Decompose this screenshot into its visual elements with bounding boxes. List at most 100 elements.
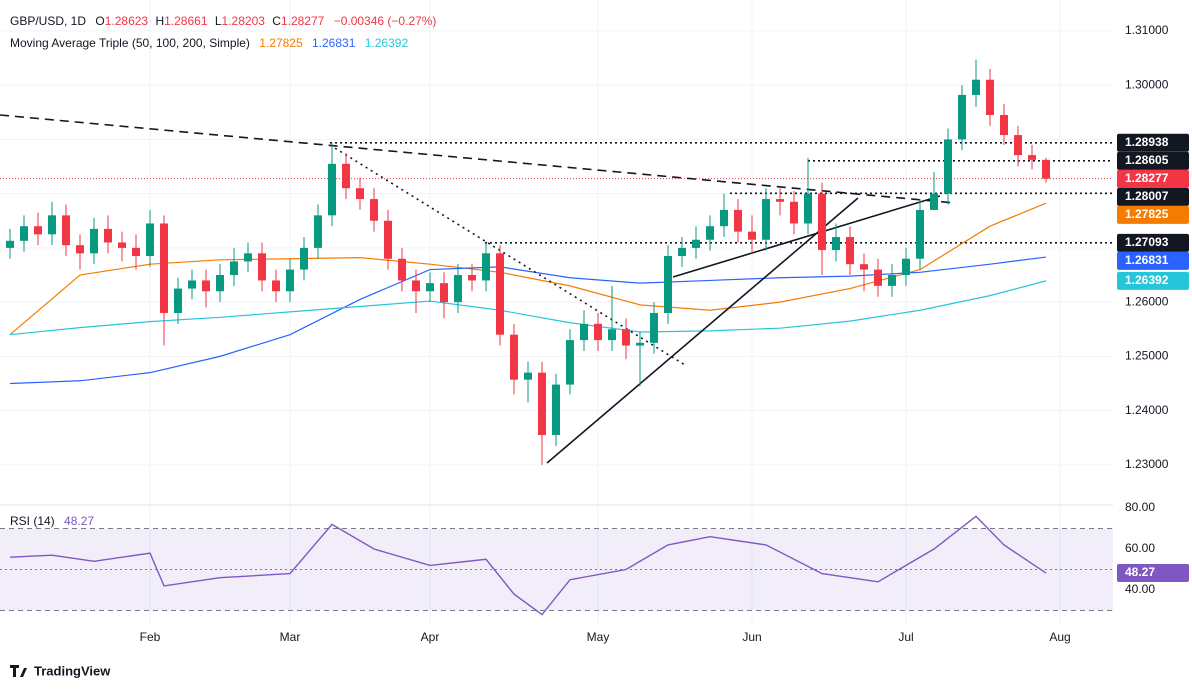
candle-body (76, 245, 84, 254)
header: GBP/USD, 1D O1.28623 H1.28661 L1.28203 C… (10, 14, 436, 28)
candle-body (664, 256, 672, 313)
candle-body (6, 240, 14, 248)
candle-body (216, 275, 224, 292)
x-tick-label: Jun (742, 630, 761, 644)
candle-body (356, 188, 364, 200)
candle-body (916, 209, 924, 259)
x-tick-label: May (587, 630, 610, 644)
candle-body (426, 283, 434, 292)
price-tag-label: 1.28007 (1125, 189, 1169, 203)
rsi (9, 515, 1047, 616)
levels (0, 141, 1113, 244)
candle-body (762, 199, 770, 240)
change: −0.00346 (−0.27%) (334, 14, 437, 28)
candle-body (230, 261, 238, 276)
candle-body (468, 275, 476, 281)
y-tick-label: 1.25000 (1125, 349, 1169, 363)
ma-legend: Moving Average Triple (50, 100, 200, Sim… (10, 36, 408, 50)
close-value: 1.28277 (281, 14, 325, 28)
candle-body (594, 323, 602, 341)
symbol: GBP/USD, 1D (10, 14, 86, 28)
logo-mark (10, 665, 27, 677)
h-label: H (155, 14, 164, 28)
candle-body (286, 269, 294, 292)
ma-value: 1.26831 (312, 36, 356, 50)
candle-body (328, 163, 336, 216)
candle-body (1000, 114, 1008, 136)
candle-body (118, 242, 126, 248)
price-tag (1117, 133, 1189, 152)
candle-body (566, 340, 574, 385)
price-tag-label: 1.26392 (1125, 273, 1169, 287)
ma-value: 1.26392 (365, 36, 409, 50)
candle-body (244, 253, 252, 262)
price-tag-label: 1.26831 (1125, 253, 1169, 267)
price-tag-label: 1.27825 (1125, 207, 1169, 221)
candle-body (146, 223, 154, 257)
rsi-tag-label: 48.27 (1125, 565, 1155, 579)
candle-body (62, 215, 70, 246)
o-label: O (95, 14, 104, 28)
x-tick-label: Feb (140, 630, 161, 644)
price-tag (1117, 169, 1189, 188)
candle-body (1042, 159, 1050, 179)
trend-line (0, 114, 956, 204)
candle-body (552, 384, 560, 436)
high-value: 1.28661 (164, 14, 208, 28)
candle-body (622, 329, 630, 346)
price-tag-label: 1.28605 (1125, 153, 1169, 167)
trend-line (546, 197, 859, 464)
y-tick-label: 1.26000 (1125, 294, 1169, 308)
candle-body (104, 228, 112, 243)
candle-body (860, 264, 868, 270)
candle-body (972, 79, 980, 95)
y-tick-label: 1.31000 (1125, 23, 1169, 37)
rsi-tick-label: 40.00 (1125, 582, 1155, 596)
price-tag (1117, 187, 1189, 206)
rsi-legend: RSI (14) 48.27 (10, 514, 94, 528)
candle-body (650, 312, 658, 343)
moving-average (9, 202, 1047, 336)
candle-body (706, 226, 714, 240)
candle-body (734, 209, 742, 232)
candle-body (90, 228, 98, 254)
candle-body (1028, 155, 1036, 160)
candle-body (48, 215, 56, 235)
candle-body (776, 199, 784, 202)
candle-body (720, 209, 728, 227)
x-tick-label: Jul (898, 630, 913, 644)
price-tag (1117, 151, 1189, 170)
c-label: C (272, 14, 281, 28)
price-axis (1113, 0, 1192, 625)
x-tick-label: Apr (421, 630, 440, 644)
candle-body (342, 163, 350, 189)
candle-body (160, 223, 168, 313)
candle-body (888, 275, 896, 286)
candle-body (412, 280, 420, 292)
candle-body (272, 280, 280, 292)
y-tick-label: 1.23000 (1125, 457, 1169, 471)
watermark: TradingView (34, 663, 111, 678)
candle-body (454, 275, 462, 303)
price-tag-label: 1.28277 (1125, 171, 1169, 185)
candle-body (258, 253, 266, 281)
open-value: 1.28623 (105, 14, 149, 28)
candle-body (132, 247, 140, 257)
candle-body (1014, 135, 1022, 156)
y-tick-label: 1.30000 (1125, 77, 1169, 91)
candle-body (636, 342, 644, 346)
rsi-line (9, 515, 1047, 616)
candle-body (986, 79, 994, 115)
candle-body (188, 280, 196, 289)
rsi-value: 48.27 (64, 514, 94, 528)
rsi-title: RSI (14) (10, 514, 55, 528)
candle-body (930, 193, 938, 210)
candle-body (384, 220, 392, 259)
candle-body (818, 193, 826, 251)
price-tag (1117, 251, 1189, 270)
y-tick-label: 1.24000 (1125, 403, 1169, 417)
candle-body (398, 258, 406, 281)
candle-body (538, 372, 546, 436)
candle-body (440, 283, 448, 303)
